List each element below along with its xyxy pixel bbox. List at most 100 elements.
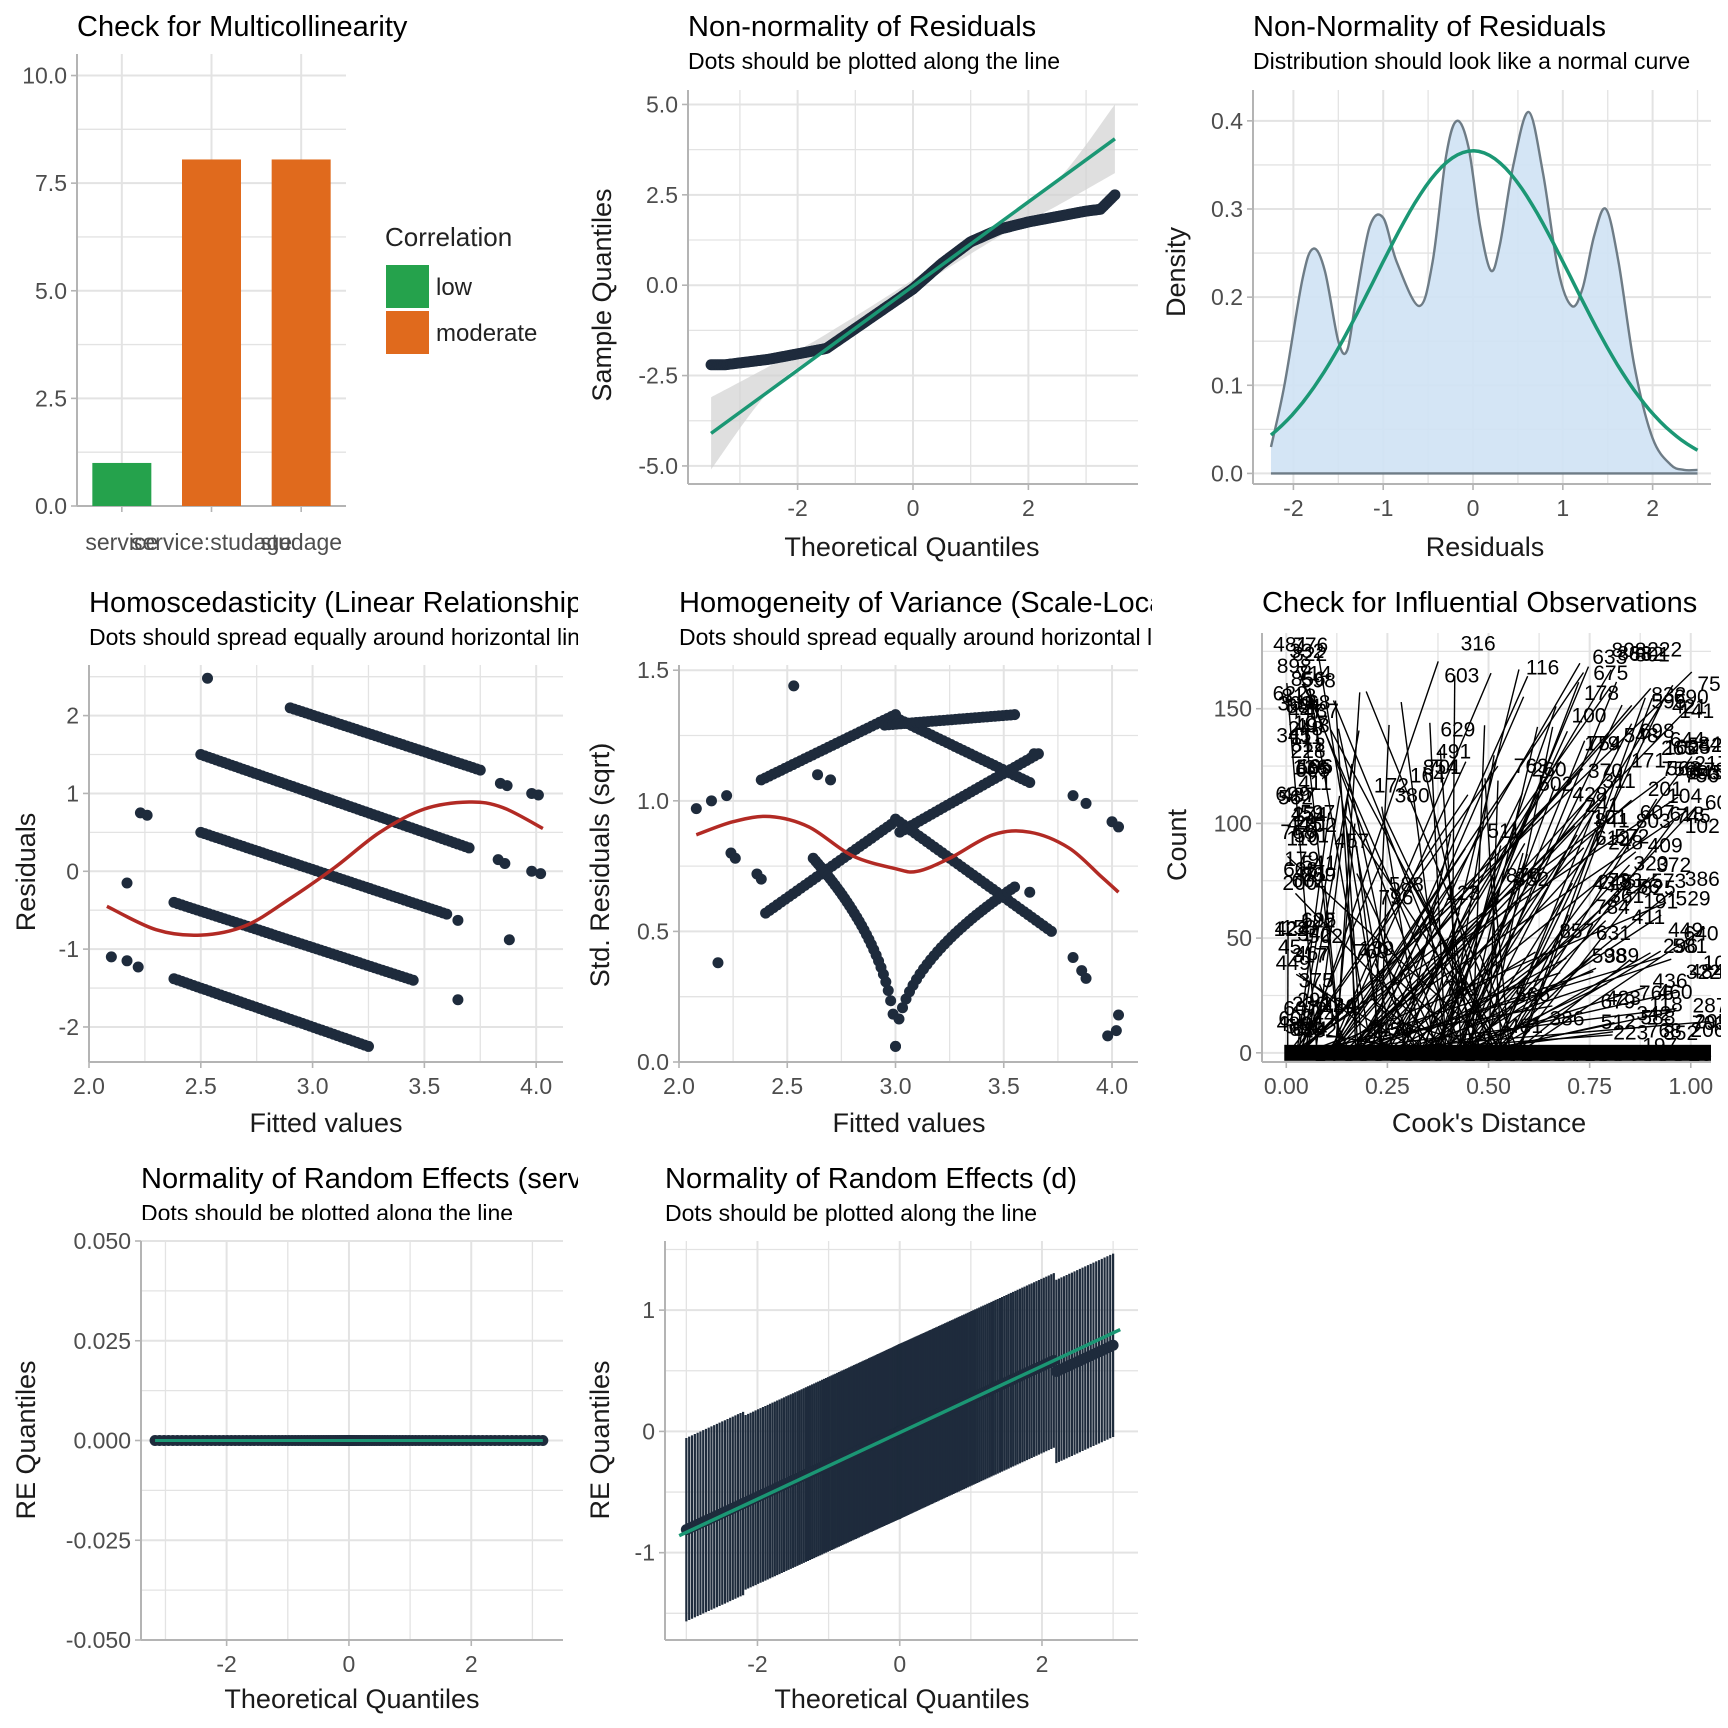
residual-point — [141, 809, 153, 821]
x-tick-label: 2.0 — [663, 1073, 695, 1099]
residual-density-panel: Non-Normality of Residuals Distribution … — [1161, 11, 1711, 562]
y-tick-label: 0.050 — [73, 1228, 131, 1254]
observation-label: 632 — [1629, 643, 1664, 666]
observation-label: 480 — [1277, 1013, 1312, 1036]
leader-line — [1406, 836, 1606, 1054]
observation-label: 841 — [1595, 810, 1630, 833]
observation-label: 768 — [1647, 1020, 1682, 1043]
x-tick-label: service — [85, 529, 158, 555]
observation-label: 228 — [1291, 740, 1326, 763]
major-gridlines — [682, 90, 1138, 490]
normal-curve — [1269, 149, 1699, 452]
leader-line — [1294, 892, 1449, 1054]
x-axis-label: Fitted values — [249, 1108, 402, 1138]
observation-label: 763 — [1514, 755, 1549, 778]
observation-label: 107 — [1293, 712, 1328, 735]
observation-label: 629 — [1440, 719, 1475, 742]
observation-label: 471 — [1293, 863, 1328, 886]
observation-label: 653 — [1289, 1018, 1324, 1041]
observation-label: 164 — [1410, 765, 1445, 788]
observation-label: 342 — [1636, 1002, 1671, 1025]
leader-line — [1426, 666, 1590, 1054]
leader-line — [1489, 950, 1662, 1054]
observation-label: 421 — [1672, 695, 1707, 718]
leader-line — [1385, 851, 1637, 1054]
panel-subtitle: Dots should be plotted along the line — [141, 1200, 513, 1226]
observation-label: 511 — [1487, 820, 1520, 843]
y-tick-label: 0.0 — [637, 1049, 669, 1075]
leader-line — [1334, 823, 1356, 1053]
observation-label: 411 — [1298, 772, 1331, 795]
scale-location-point — [1113, 1009, 1125, 1021]
observation-label: 139 — [1359, 938, 1394, 961]
observation-label: 554 — [1285, 1016, 1320, 1039]
observation-label: 372 — [1656, 854, 1691, 877]
x-axis-label: Theoretical Quantiles — [784, 532, 1039, 562]
observation-label: 602 — [1291, 870, 1326, 893]
x-tick-label: 2.5 — [771, 1073, 803, 1099]
observation-label: 633 — [1592, 646, 1627, 669]
observation-label: 380 — [1395, 784, 1430, 807]
y-tick-label: 0 — [642, 1418, 655, 1444]
leader-line — [1297, 795, 1341, 1053]
y-tick-label: 0.0 — [1211, 460, 1243, 486]
observation-label: 631 — [1596, 922, 1631, 945]
observation-label: 369 — [1278, 693, 1313, 716]
scale-location-point — [705, 795, 717, 807]
leader-line — [1332, 700, 1479, 1054]
plot-area: 0.0 0.5 1.0 1.5 2.0 2.5 3.0 3.5 4.0 — [637, 657, 1138, 1099]
observation-label: 784 — [1595, 896, 1630, 919]
plot-area: -2 -1 0 1 2 2.0 2.5 3.0 3.5 4.0 — [59, 665, 563, 1099]
observation-label: 796 — [1378, 887, 1413, 910]
observation-label: 171 — [1631, 749, 1666, 772]
leader-line — [1295, 973, 1422, 1054]
y-tick-label: 0.2 — [1211, 284, 1243, 310]
residual-point — [501, 780, 513, 792]
y-tick-label: 1.0 — [637, 788, 669, 814]
y-tick-label: 0.000 — [73, 1428, 131, 1454]
observation-label: 123 — [1445, 882, 1480, 905]
x-tick-label: 4.0 — [520, 1073, 552, 1099]
observation-label: 781 — [1445, 977, 1480, 1000]
scale-location-point — [1045, 925, 1057, 937]
x-tick-label: 3.5 — [988, 1073, 1020, 1099]
panel-title: Homoscedasticity (Linear Relationship) — [89, 587, 592, 619]
x-tick-label: 0.75 — [1567, 1073, 1612, 1099]
observation-label: 437 — [1281, 784, 1316, 807]
observation-label: 756 — [1684, 764, 1719, 787]
y-axis-label: Residuals — [11, 813, 41, 932]
x-tick-label: -1 — [1373, 495, 1393, 521]
observation-label: 449 — [1668, 919, 1703, 942]
x-tick-label: 2.0 — [73, 1073, 105, 1099]
observation-label: 322 — [1686, 961, 1721, 984]
residual-point — [362, 1040, 374, 1052]
observation-label: 248 — [1608, 832, 1643, 855]
leader-line — [1298, 859, 1384, 1054]
leader-line — [1471, 890, 1673, 1054]
y-tick-label: 5.0 — [35, 278, 67, 304]
random-effects-service-panel: Normality of Random Effects (service) Do… — [11, 1163, 578, 1714]
observation-label: 493 — [1295, 714, 1330, 737]
density-area — [1270, 111, 1698, 474]
y-tick-label: 1 — [642, 1297, 655, 1323]
observation-label: 265 — [1661, 737, 1696, 760]
leader-line — [1488, 780, 1499, 1053]
leader-line — [1518, 927, 1706, 1054]
leader-line — [1386, 760, 1562, 1054]
observation-label: 622 — [1273, 682, 1308, 705]
observation-label: 101 — [1593, 806, 1628, 829]
observation-label: 191 — [1643, 891, 1678, 914]
multicollinearity-panel: Check for Multicollinearity 0.0 2.5 5.0 7.5… — [22, 11, 537, 555]
random-effects-d-panel: Normality of Random Effects (d) Dots sho… — [585, 1163, 1138, 1714]
observation-label: 588 — [1640, 1007, 1675, 1030]
observation-label: 898 — [1277, 655, 1312, 678]
observation-label: 588 — [1389, 874, 1424, 897]
y-tick-label: -0.025 — [66, 1527, 131, 1553]
observation-label: 701 — [1427, 756, 1462, 779]
observation-label: 386 — [1685, 868, 1720, 891]
observation-label: 852 — [1663, 1022, 1698, 1045]
major-gridlines — [83, 665, 563, 1068]
observation-label: 201 — [1648, 778, 1683, 801]
scale-location-point — [890, 1040, 902, 1052]
